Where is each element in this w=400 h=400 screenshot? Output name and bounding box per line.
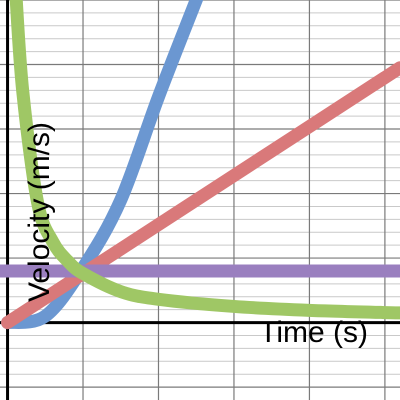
y-axis-label: Velocity (m/s) <box>23 122 56 302</box>
series-group <box>0 0 400 330</box>
series-line-blue <box>1 0 204 330</box>
series-line-red <box>1 61 400 330</box>
x-axis-label: Time (s) <box>259 316 368 349</box>
series-line-green <box>9 0 400 320</box>
